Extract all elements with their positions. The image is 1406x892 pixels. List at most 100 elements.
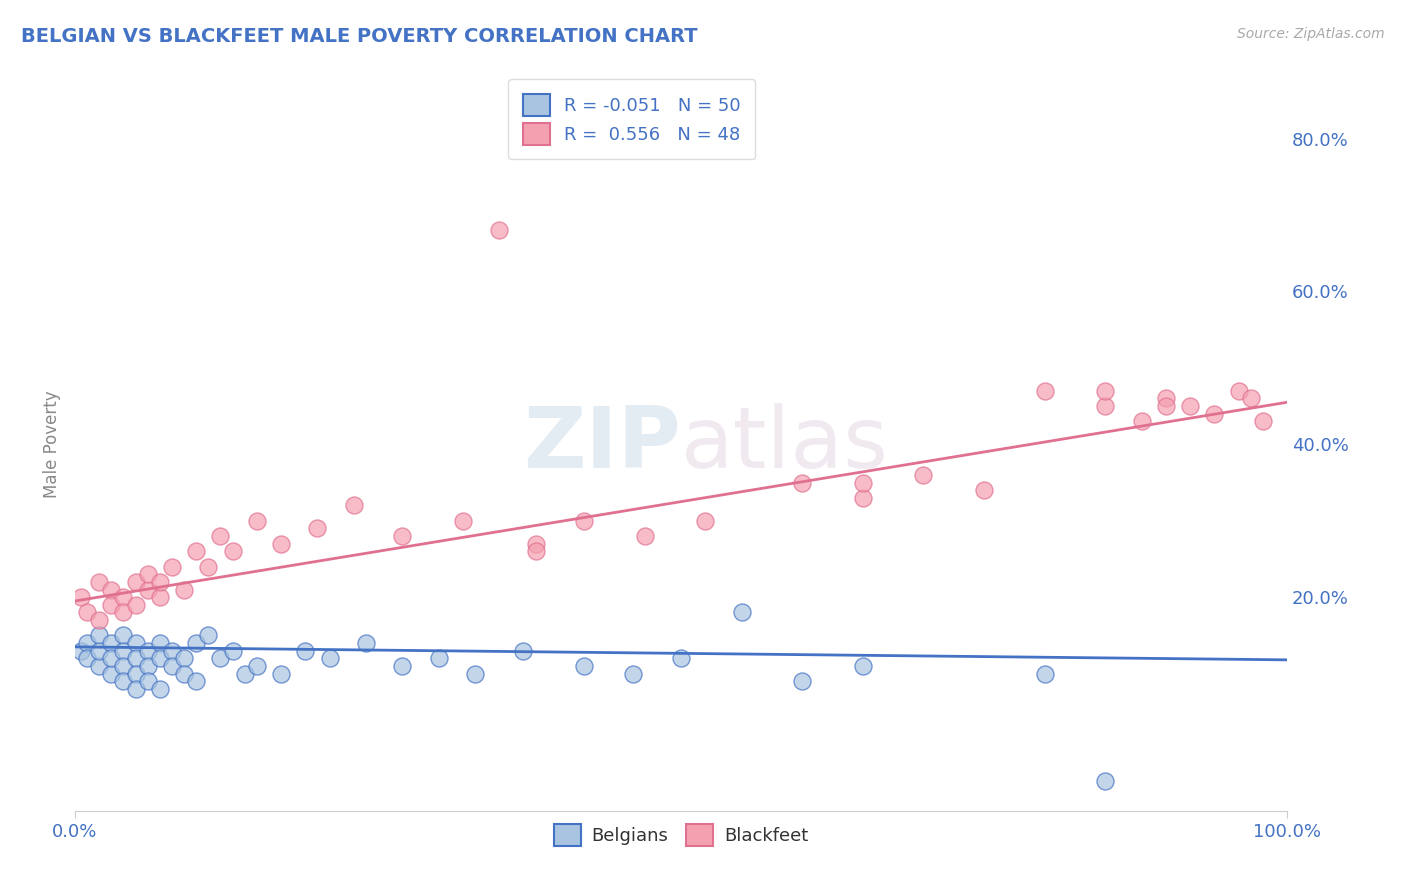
- Point: [124, 598, 146, 612]
- Point: [100, 582, 122, 597]
- Point: [1033, 666, 1056, 681]
- Point: [318, 651, 340, 665]
- Point: [792, 475, 814, 490]
- Point: [149, 574, 172, 589]
- Point: [1204, 407, 1226, 421]
- Point: [173, 651, 195, 665]
- Point: [112, 628, 135, 642]
- Point: [852, 475, 875, 490]
- Point: [912, 467, 935, 482]
- Point: [70, 590, 93, 604]
- Point: [89, 574, 111, 589]
- Point: [1251, 414, 1274, 428]
- Point: [124, 666, 146, 681]
- Point: [391, 529, 413, 543]
- Point: [136, 659, 159, 673]
- Point: [160, 559, 183, 574]
- Point: [76, 651, 98, 665]
- Point: [89, 628, 111, 642]
- Point: [112, 590, 135, 604]
- Point: [246, 659, 269, 673]
- Point: [1094, 399, 1116, 413]
- Point: [572, 514, 595, 528]
- Point: [112, 674, 135, 689]
- Point: [197, 559, 219, 574]
- Point: [160, 659, 183, 673]
- Point: [1094, 773, 1116, 788]
- Point: [173, 666, 195, 681]
- Point: [270, 537, 292, 551]
- Point: [451, 514, 474, 528]
- Point: [1154, 392, 1177, 406]
- Point: [488, 223, 510, 237]
- Point: [1178, 399, 1201, 413]
- Point: [124, 651, 146, 665]
- Point: [1130, 414, 1153, 428]
- Point: [209, 651, 232, 665]
- Point: [112, 643, 135, 657]
- Point: [149, 651, 172, 665]
- Point: [307, 521, 329, 535]
- Point: [124, 681, 146, 696]
- Point: [100, 636, 122, 650]
- Point: [1033, 384, 1056, 398]
- Point: [136, 582, 159, 597]
- Point: [221, 544, 243, 558]
- Point: [89, 659, 111, 673]
- Point: [173, 582, 195, 597]
- Point: [124, 636, 146, 650]
- Point: [76, 636, 98, 650]
- Point: [427, 651, 450, 665]
- Point: [634, 529, 657, 543]
- Text: BELGIAN VS BLACKFEET MALE POVERTY CORRELATION CHART: BELGIAN VS BLACKFEET MALE POVERTY CORREL…: [21, 27, 697, 45]
- Point: [730, 606, 752, 620]
- Point: [221, 643, 243, 657]
- Point: [270, 666, 292, 681]
- Point: [852, 491, 875, 505]
- Point: [124, 574, 146, 589]
- Point: [149, 636, 172, 650]
- Point: [100, 666, 122, 681]
- Point: [524, 544, 547, 558]
- Point: [669, 651, 692, 665]
- Y-axis label: Male Poverty: Male Poverty: [44, 391, 60, 498]
- Point: [186, 544, 208, 558]
- Point: [464, 666, 486, 681]
- Point: [136, 643, 159, 657]
- Point: [112, 606, 135, 620]
- Point: [1240, 392, 1263, 406]
- Point: [89, 643, 111, 657]
- Text: Source: ZipAtlas.com: Source: ZipAtlas.com: [1237, 27, 1385, 41]
- Point: [572, 659, 595, 673]
- Point: [136, 567, 159, 582]
- Point: [621, 666, 644, 681]
- Point: [149, 590, 172, 604]
- Point: [1154, 399, 1177, 413]
- Point: [186, 674, 208, 689]
- Point: [89, 613, 111, 627]
- Point: [70, 643, 93, 657]
- Point: [100, 651, 122, 665]
- Point: [76, 606, 98, 620]
- Point: [973, 483, 995, 498]
- Point: [246, 514, 269, 528]
- Point: [792, 674, 814, 689]
- Point: [1227, 384, 1250, 398]
- Point: [852, 659, 875, 673]
- Point: [354, 636, 377, 650]
- Point: [160, 643, 183, 657]
- Point: [112, 659, 135, 673]
- Point: [1094, 384, 1116, 398]
- Point: [186, 636, 208, 650]
- Point: [136, 674, 159, 689]
- Point: [197, 628, 219, 642]
- Text: atlas: atlas: [681, 403, 889, 486]
- Point: [294, 643, 316, 657]
- Point: [149, 681, 172, 696]
- Point: [391, 659, 413, 673]
- Point: [100, 598, 122, 612]
- Point: [512, 643, 534, 657]
- Legend: Belgians, Blackfeet: Belgians, Blackfeet: [547, 817, 815, 854]
- Point: [695, 514, 717, 528]
- Point: [209, 529, 232, 543]
